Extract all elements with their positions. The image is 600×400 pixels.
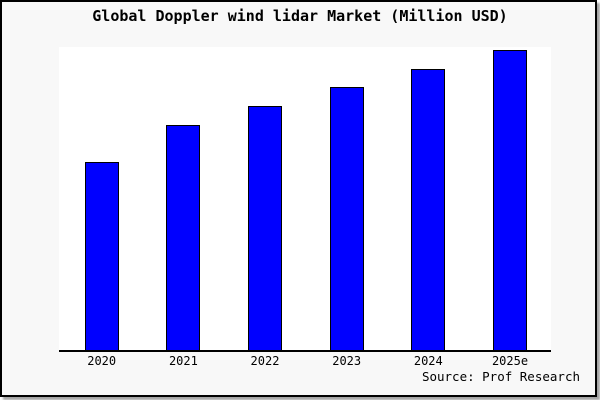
bar-2021 [166, 125, 201, 350]
bar-2023 [329, 87, 364, 350]
x-tick-label-2025e: 2025e [491, 354, 529, 368]
x-tick-label-2020: 2020 [87, 354, 117, 368]
chart-title: Global Doppler wind lidar Market (Millio… [92, 7, 508, 25]
plot-area [59, 47, 551, 352]
source-label: Source: Prof Research [421, 369, 580, 384]
x-tick-label-2021: 2021 [168, 354, 198, 368]
bar-2024 [411, 69, 446, 350]
bar-2025e [493, 50, 527, 350]
x-tick-label-2024: 2024 [413, 354, 443, 368]
bar-2022 [248, 106, 282, 350]
x-tick-label-2022: 2022 [250, 354, 280, 368]
bar-2020 [84, 162, 119, 350]
x-tick-label-2023: 2023 [332, 354, 362, 368]
x-axis-labels: 2020 2021 2022 2023 2024 2025e [0, 354, 600, 370]
